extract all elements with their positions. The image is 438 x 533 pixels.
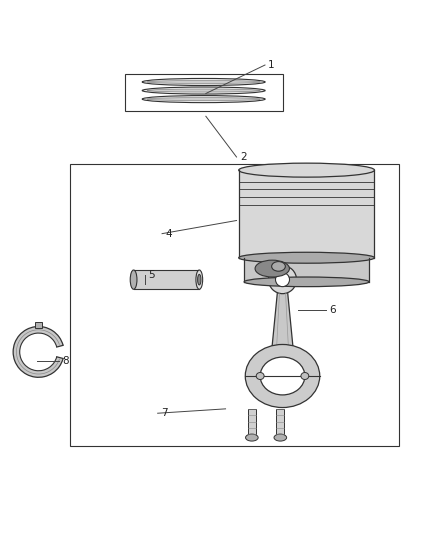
FancyBboxPatch shape xyxy=(35,322,42,328)
Ellipse shape xyxy=(142,87,265,94)
Ellipse shape xyxy=(245,344,320,408)
Ellipse shape xyxy=(276,273,290,287)
FancyBboxPatch shape xyxy=(125,74,283,111)
Ellipse shape xyxy=(260,357,305,395)
Ellipse shape xyxy=(198,274,201,285)
FancyBboxPatch shape xyxy=(70,164,399,446)
Text: 1: 1 xyxy=(268,60,275,70)
Ellipse shape xyxy=(268,265,297,294)
Text: 6: 6 xyxy=(329,305,336,316)
Ellipse shape xyxy=(147,80,260,84)
Polygon shape xyxy=(272,294,293,352)
Text: 5: 5 xyxy=(148,270,155,280)
Ellipse shape xyxy=(255,260,290,277)
Ellipse shape xyxy=(196,270,203,289)
Ellipse shape xyxy=(142,78,265,85)
Ellipse shape xyxy=(239,252,374,263)
Ellipse shape xyxy=(147,89,260,92)
Ellipse shape xyxy=(301,373,309,379)
Ellipse shape xyxy=(272,262,286,271)
Text: 4: 4 xyxy=(165,229,172,239)
FancyBboxPatch shape xyxy=(244,258,369,282)
FancyBboxPatch shape xyxy=(134,270,199,289)
Ellipse shape xyxy=(246,434,258,441)
Ellipse shape xyxy=(256,373,264,379)
FancyBboxPatch shape xyxy=(248,409,256,435)
Ellipse shape xyxy=(239,163,374,177)
Polygon shape xyxy=(13,327,63,377)
Ellipse shape xyxy=(147,98,260,101)
Text: 8: 8 xyxy=(62,356,69,366)
Text: 2: 2 xyxy=(240,152,247,162)
Ellipse shape xyxy=(142,95,265,103)
FancyBboxPatch shape xyxy=(239,170,374,258)
Ellipse shape xyxy=(130,270,137,289)
Ellipse shape xyxy=(244,277,369,287)
Text: 7: 7 xyxy=(161,408,168,418)
FancyBboxPatch shape xyxy=(276,409,284,435)
Ellipse shape xyxy=(274,434,286,441)
